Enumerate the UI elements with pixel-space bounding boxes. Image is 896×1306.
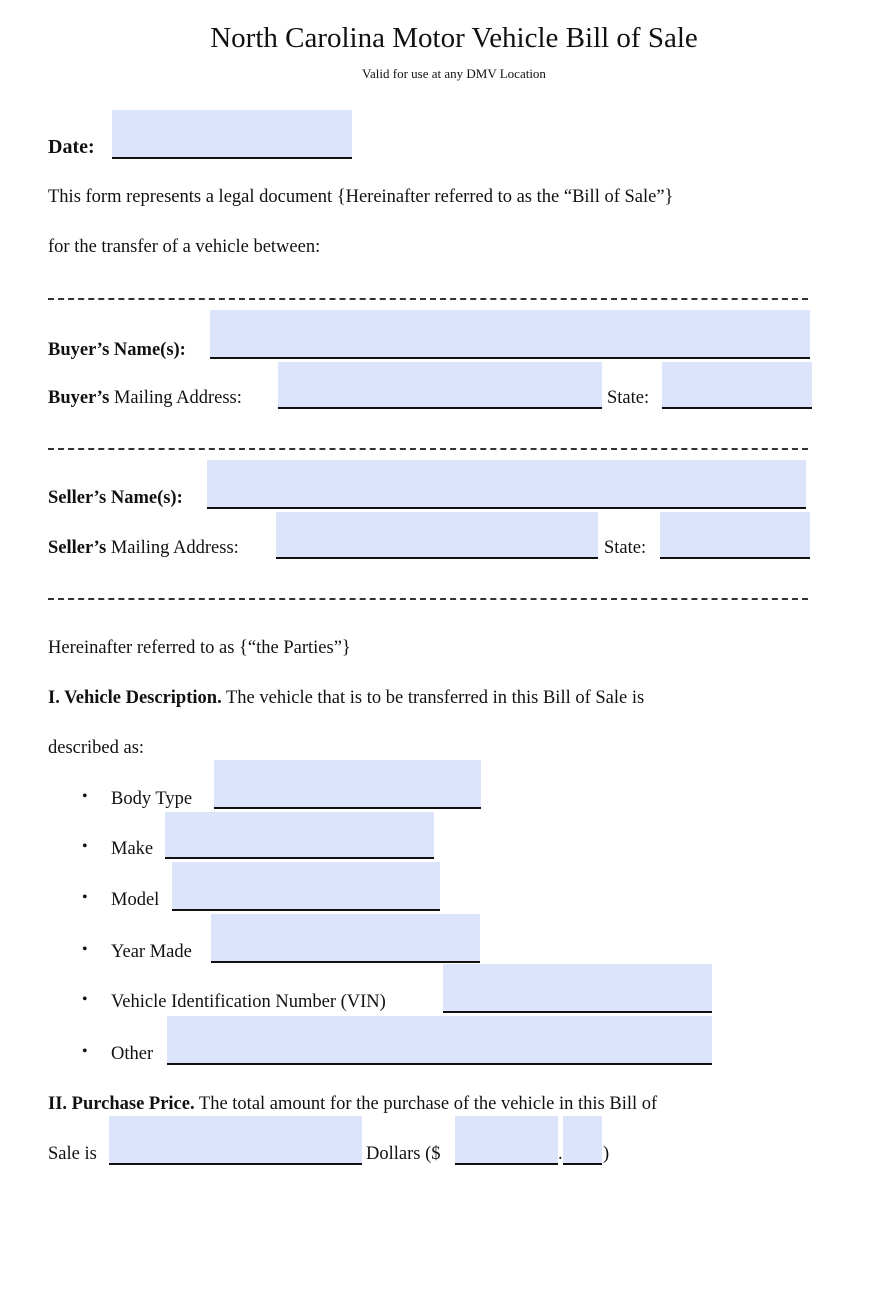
seller-name-field[interactable] <box>207 460 806 509</box>
seller-name-label: Seller’s Name(s): <box>48 488 183 508</box>
bullet-icon: • <box>82 788 88 805</box>
bullet-icon: • <box>82 889 88 906</box>
vehicle-description-intro: I. Vehicle Description. The vehicle that… <box>48 688 645 708</box>
year-made-field[interactable] <box>211 914 480 963</box>
buyer-address-field[interactable] <box>278 362 602 409</box>
seller-state-field[interactable] <box>660 512 810 559</box>
bullet-icon: • <box>82 1043 88 1060</box>
make-label: Make <box>111 839 154 859</box>
bullet-icon: • <box>82 941 88 958</box>
buyer-name-field[interactable] <box>210 310 810 359</box>
vin-label: Vehicle Identification Number (VIN) <box>111 992 386 1012</box>
document-subtitle: Valid for use at any DMV Location <box>362 66 546 81</box>
buyer-state-label: State: <box>607 388 650 408</box>
divider <box>48 598 808 600</box>
seller-state-label: State: <box>604 538 647 558</box>
other-field[interactable] <box>167 1016 712 1065</box>
sale-is-label: Sale is <box>48 1144 97 1164</box>
seller-address-label: Seller’s Mailing Address: <box>48 538 239 558</box>
buyer-name-label: Buyer’s Name(s): <box>48 340 186 360</box>
seller-address-field[interactable] <box>276 512 598 559</box>
bullet-icon: • <box>82 838 88 855</box>
date-label: Date: <box>48 136 95 158</box>
decimal-point: . <box>558 1144 563 1164</box>
parties-text: Hereinafter referred to as {“the Parties… <box>48 638 351 658</box>
divider <box>48 298 808 300</box>
make-field[interactable] <box>165 812 434 859</box>
year-made-label: Year Made <box>111 942 192 962</box>
vin-field[interactable] <box>443 964 712 1013</box>
intro-line-1: This form represents a legal document {H… <box>48 187 674 207</box>
model-label: Model <box>111 890 160 910</box>
buyer-state-field[interactable] <box>662 362 812 409</box>
price-dollars-field[interactable] <box>455 1116 558 1165</box>
buyer-address-label: Buyer’s Mailing Address: <box>48 388 242 408</box>
model-field[interactable] <box>172 862 440 911</box>
close-paren: ) <box>603 1144 610 1164</box>
divider <box>48 448 808 450</box>
body-type-label: Body Type <box>111 789 193 809</box>
price-cents-field[interactable] <box>563 1116 602 1165</box>
document-title: North Carolina Motor Vehicle Bill of Sal… <box>210 22 698 54</box>
bullet-icon: • <box>82 991 88 1008</box>
dollars-label: Dollars ($ <box>366 1144 441 1164</box>
vehicle-description-intro-2: described as: <box>48 738 145 758</box>
purchase-price-intro: II. Purchase Price. The total amount for… <box>48 1094 658 1114</box>
intro-line-2: for the transfer of a vehicle between: <box>48 237 321 257</box>
price-words-field[interactable] <box>109 1116 362 1165</box>
body-type-field[interactable] <box>214 760 481 809</box>
date-field[interactable] <box>112 110 352 159</box>
other-label: Other <box>111 1044 154 1064</box>
